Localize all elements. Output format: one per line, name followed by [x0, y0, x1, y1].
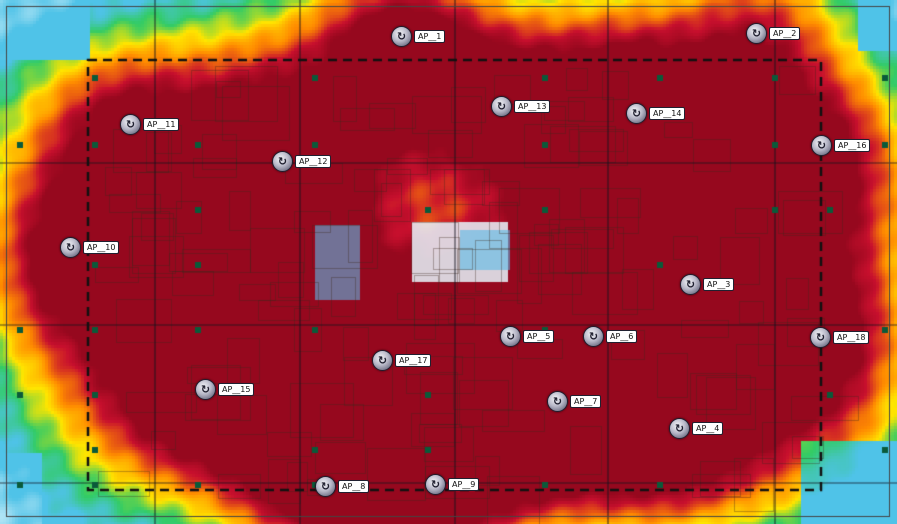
access-point-label: AP__14 — [649, 107, 686, 120]
access-point-icon: ↻ — [60, 237, 81, 258]
access-point-label: AP__6 — [606, 330, 638, 343]
access-point-marker[interactable]: ↻ AP__2 — [746, 23, 801, 44]
access-point-icon: ↻ — [195, 379, 216, 400]
access-point-icon: ↻ — [391, 26, 412, 47]
access-point-marker[interactable]: ↻ AP__3 — [680, 274, 735, 295]
access-point-marker[interactable]: ↻ AP__13 — [491, 96, 551, 117]
access-point-icon: ↻ — [680, 274, 701, 295]
access-point-label: AP__2 — [769, 27, 801, 40]
access-point-marker[interactable]: ↻ AP__10 — [60, 237, 120, 258]
access-point-icon: ↻ — [425, 474, 446, 495]
access-point-label: AP__8 — [338, 480, 370, 493]
access-point-label: AP__10 — [83, 241, 120, 254]
access-point-label: AP__4 — [692, 422, 724, 435]
access-point-label: AP__11 — [143, 118, 180, 131]
access-point-label: AP__7 — [570, 395, 602, 408]
access-point-icon: ↻ — [547, 391, 568, 412]
access-point-label: AP__9 — [448, 478, 480, 491]
access-point-label: AP__13 — [514, 100, 551, 113]
access-point-marker[interactable]: ↻ AP__1 — [391, 26, 446, 47]
access-point-marker[interactable]: ↻ AP__11 — [120, 114, 180, 135]
access-point-icon: ↻ — [626, 103, 647, 124]
access-point-label: AP__15 — [218, 383, 255, 396]
access-point-label: AP__5 — [523, 330, 555, 343]
access-point-icon: ↻ — [810, 327, 831, 348]
access-point-icon: ↻ — [315, 476, 336, 497]
access-point-marker[interactable]: ↻ AP__5 — [500, 326, 555, 347]
access-point-icon: ↻ — [372, 350, 393, 371]
access-point-marker[interactable]: ↻ AP__6 — [583, 326, 638, 347]
access-point-icon: ↻ — [746, 23, 767, 44]
access-point-marker[interactable]: ↻ AP__15 — [195, 379, 255, 400]
access-point-label: AP__3 — [703, 278, 735, 291]
access-point-marker[interactable]: ↻ AP__14 — [626, 103, 686, 124]
access-point-marker[interactable]: ↻ AP__9 — [425, 474, 480, 495]
access-point-icon: ↻ — [669, 418, 690, 439]
access-point-icon: ↻ — [500, 326, 521, 347]
access-point-icon: ↻ — [120, 114, 141, 135]
access-point-label: AP__16 — [834, 139, 871, 152]
access-point-label: AP__1 — [414, 30, 446, 43]
access-point-label: AP__17 — [395, 354, 432, 367]
access-point-marker[interactable]: ↻ AP__4 — [669, 418, 724, 439]
access-point-marker[interactable]: ↻ AP__12 — [272, 151, 332, 172]
access-point-marker[interactable]: ↻ AP__16 — [811, 135, 871, 156]
access-point-icon: ↻ — [583, 326, 604, 347]
access-point-marker[interactable]: ↻ AP__7 — [547, 391, 602, 412]
access-point-marker[interactable]: ↻ AP__18 — [810, 327, 870, 348]
access-point-marker[interactable]: ↻ AP__17 — [372, 350, 432, 371]
access-point-icon: ↻ — [272, 151, 293, 172]
access-point-marker[interactable]: ↻ AP__8 — [315, 476, 370, 497]
access-point-label: AP__18 — [833, 331, 870, 344]
access-point-icon: ↻ — [491, 96, 512, 117]
access-point-label: AP__12 — [295, 155, 332, 168]
access-point-icon: ↻ — [811, 135, 832, 156]
